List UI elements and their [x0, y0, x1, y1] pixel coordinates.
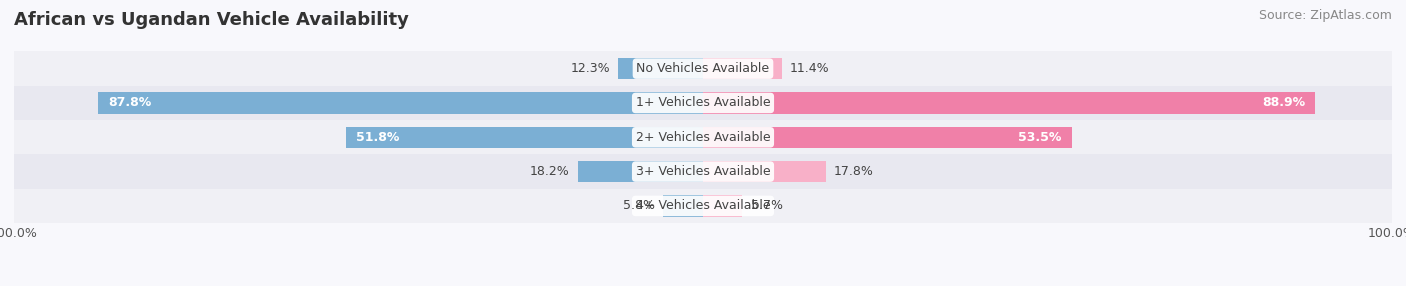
Text: 4+ Vehicles Available: 4+ Vehicles Available	[636, 199, 770, 212]
Text: Source: ZipAtlas.com: Source: ZipAtlas.com	[1258, 9, 1392, 21]
Text: No Vehicles Available: No Vehicles Available	[637, 62, 769, 75]
Bar	[703, 127, 1071, 148]
Bar	[703, 195, 742, 217]
Bar	[98, 92, 703, 114]
Text: 18.2%: 18.2%	[530, 165, 569, 178]
Text: 5.7%: 5.7%	[751, 199, 783, 212]
Bar	[14, 86, 1392, 120]
Text: 12.3%: 12.3%	[571, 62, 610, 75]
Text: 3+ Vehicles Available: 3+ Vehicles Available	[636, 165, 770, 178]
Text: 88.9%: 88.9%	[1263, 96, 1305, 110]
Text: 2+ Vehicles Available: 2+ Vehicles Available	[636, 131, 770, 144]
Text: African vs Ugandan Vehicle Availability: African vs Ugandan Vehicle Availability	[14, 11, 409, 29]
Bar	[664, 195, 703, 217]
Bar	[703, 92, 1316, 114]
Bar	[14, 154, 1392, 189]
Bar	[14, 120, 1392, 154]
Text: 11.4%: 11.4%	[790, 62, 830, 75]
Text: 5.8%: 5.8%	[623, 199, 655, 212]
Text: 51.8%: 51.8%	[357, 131, 399, 144]
Bar	[14, 189, 1392, 223]
Bar	[578, 161, 703, 182]
Bar	[619, 58, 703, 79]
Bar	[703, 58, 782, 79]
Bar	[346, 127, 703, 148]
Bar	[703, 161, 825, 182]
Bar	[14, 51, 1392, 86]
Text: 53.5%: 53.5%	[1018, 131, 1062, 144]
Text: 87.8%: 87.8%	[108, 96, 152, 110]
Text: 1+ Vehicles Available: 1+ Vehicles Available	[636, 96, 770, 110]
Text: 17.8%: 17.8%	[834, 165, 873, 178]
